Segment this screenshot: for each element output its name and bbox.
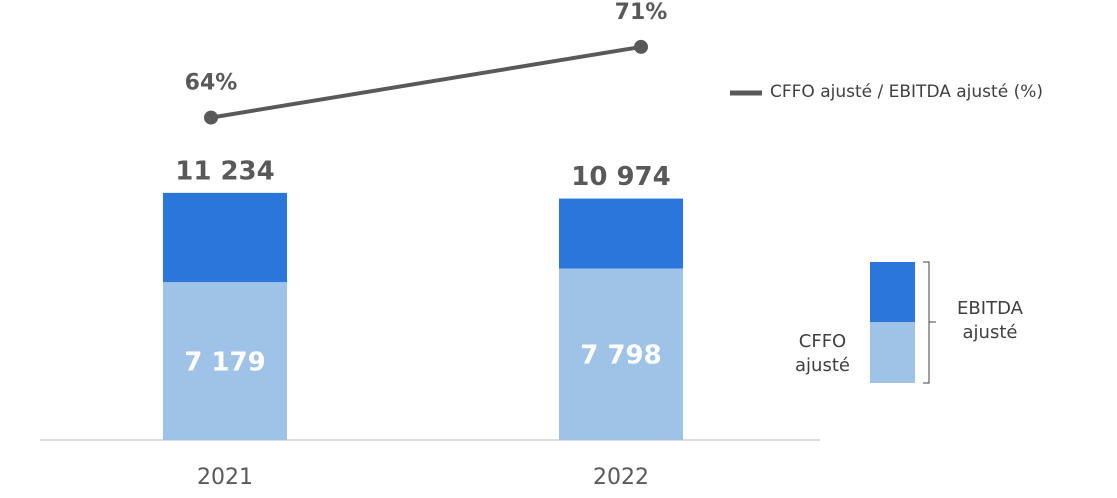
data-label: 7 798 <box>580 341 661 371</box>
line-label: 64% <box>185 71 238 96</box>
legend-swatch-ebitda <box>870 262 915 322</box>
data-label: 11 234 <box>175 156 275 186</box>
x-tick-label: 2022 <box>593 465 649 490</box>
line <box>210 44 642 120</box>
line-label: 71% <box>615 0 668 25</box>
legend-swatch-cffo <box>870 322 915 383</box>
legend-cffo-label: CFFO ajusté <box>795 331 850 376</box>
legend-bracket <box>923 261 936 384</box>
data-label: 7 179 <box>184 348 265 378</box>
legend-ebitda-label: EBITDA ajusté <box>957 298 1023 343</box>
bar <box>559 268 683 440</box>
line-point <box>634 39 648 54</box>
bar <box>163 282 287 440</box>
legend-line-label: CFFO ajusté / EBITDA ajusté (%) <box>770 82 1043 102</box>
line-point <box>204 110 218 125</box>
x-tick-label: 2021 <box>197 465 253 490</box>
data-label: 10 974 <box>571 162 671 192</box>
